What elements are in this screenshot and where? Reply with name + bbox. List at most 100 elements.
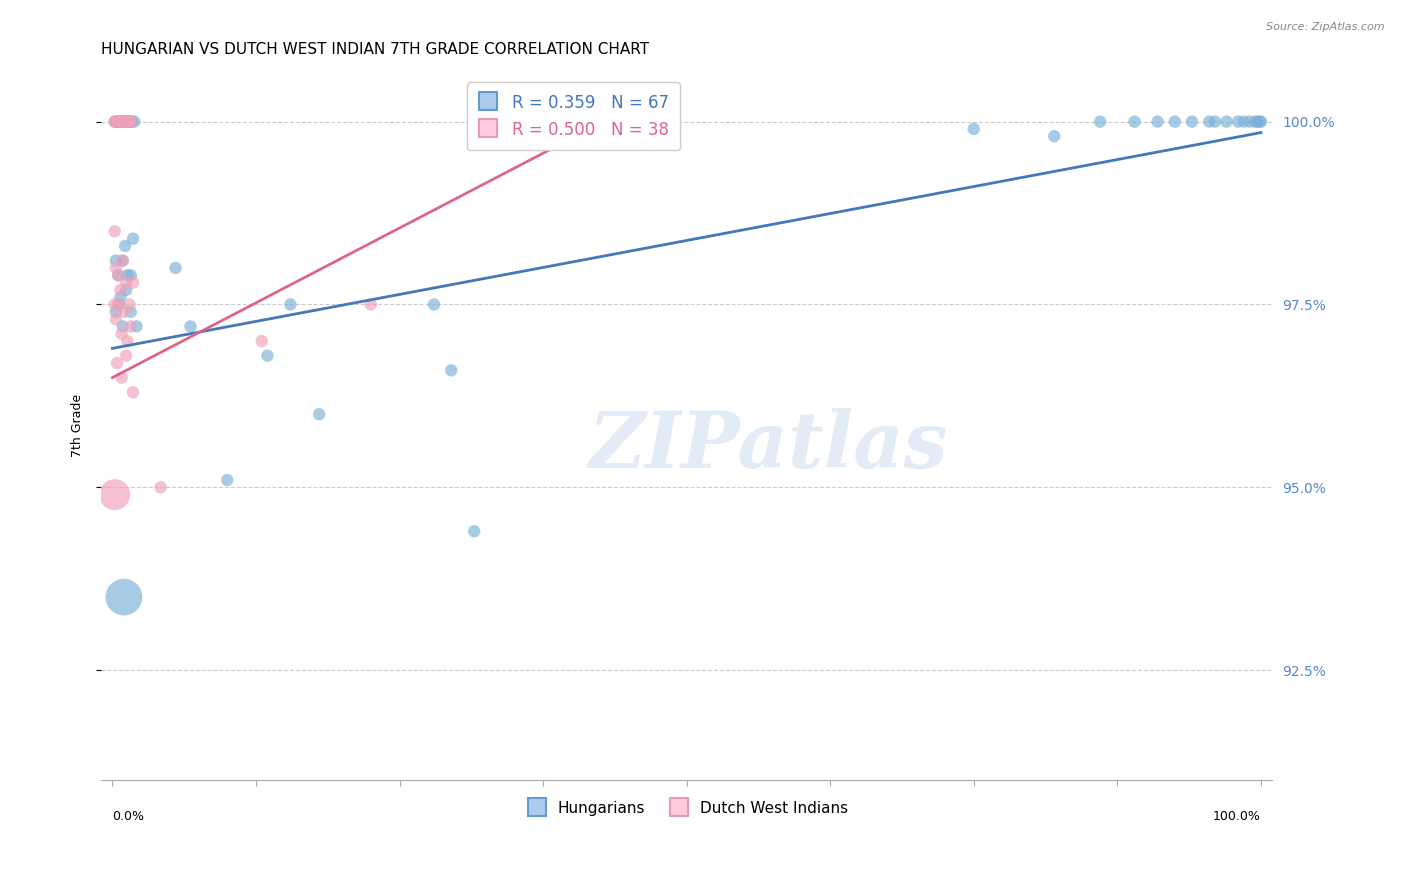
- Point: [1250, 114, 1272, 128]
- Point: [104, 114, 127, 128]
- Point: [110, 370, 132, 384]
- Point: [1181, 114, 1204, 128]
- Point: [105, 356, 128, 370]
- Point: [250, 334, 273, 348]
- Point: [108, 114, 131, 128]
- Point: [111, 114, 134, 128]
- Point: [963, 122, 986, 136]
- Point: [104, 260, 127, 275]
- Point: [1198, 114, 1220, 128]
- Point: [122, 276, 145, 290]
- Point: [115, 283, 138, 297]
- Point: [104, 488, 127, 502]
- Point: [111, 253, 134, 268]
- Point: [117, 114, 139, 128]
- Point: [115, 114, 138, 128]
- Point: [104, 297, 127, 311]
- Point: [117, 114, 139, 128]
- Point: [104, 114, 127, 128]
- Point: [110, 326, 132, 341]
- Point: [149, 480, 172, 494]
- Point: [360, 297, 382, 311]
- Point: [1146, 114, 1168, 128]
- Point: [120, 319, 142, 334]
- Point: [1215, 114, 1237, 128]
- Point: [117, 334, 139, 348]
- Point: [463, 524, 485, 539]
- Point: [105, 114, 128, 128]
- Point: [120, 114, 142, 128]
- Point: [115, 349, 138, 363]
- Point: [440, 363, 463, 377]
- Point: [107, 268, 129, 283]
- Point: [280, 297, 302, 311]
- Point: [121, 114, 143, 128]
- Point: [308, 407, 330, 421]
- Point: [120, 305, 142, 319]
- Point: [104, 114, 127, 128]
- Point: [104, 305, 127, 319]
- Point: [118, 114, 141, 128]
- Point: [104, 312, 127, 326]
- Point: [1239, 114, 1261, 128]
- Point: [165, 260, 187, 275]
- Point: [112, 590, 135, 604]
- Point: [179, 319, 201, 334]
- Point: [256, 349, 278, 363]
- Point: [112, 114, 135, 128]
- Point: [117, 114, 139, 128]
- Point: [118, 297, 141, 311]
- Point: [217, 473, 239, 487]
- Point: [114, 114, 136, 128]
- Point: [104, 114, 127, 128]
- Point: [107, 268, 129, 283]
- Point: [110, 114, 132, 128]
- Point: [117, 268, 139, 283]
- Point: [110, 290, 132, 304]
- Point: [118, 114, 141, 128]
- Point: [115, 114, 138, 128]
- Legend: Hungarians, Dutch West Indians: Hungarians, Dutch West Indians: [519, 795, 853, 822]
- Point: [1249, 114, 1271, 128]
- Point: [111, 114, 134, 128]
- Point: [1246, 114, 1268, 128]
- Point: [108, 297, 131, 311]
- Point: [112, 305, 135, 319]
- Point: [110, 114, 132, 128]
- Point: [105, 114, 128, 128]
- Point: [1123, 114, 1146, 128]
- Y-axis label: 7th Grade: 7th Grade: [72, 393, 84, 457]
- Point: [122, 114, 145, 128]
- Point: [114, 239, 136, 253]
- Point: [120, 114, 142, 128]
- Point: [107, 114, 129, 128]
- Point: [1088, 114, 1111, 128]
- Point: [120, 268, 142, 283]
- Point: [110, 114, 132, 128]
- Point: [112, 114, 135, 128]
- Point: [107, 297, 129, 311]
- Point: [115, 276, 138, 290]
- Point: [122, 232, 145, 246]
- Point: [117, 114, 139, 128]
- Point: [1204, 114, 1226, 128]
- Point: [1226, 114, 1249, 128]
- Point: [110, 114, 132, 128]
- Point: [122, 385, 145, 400]
- Text: 0.0%: 0.0%: [112, 811, 145, 823]
- Point: [114, 114, 136, 128]
- Text: Source: ZipAtlas.com: Source: ZipAtlas.com: [1267, 22, 1385, 32]
- Point: [1043, 129, 1066, 144]
- Point: [110, 114, 132, 128]
- Point: [1233, 114, 1256, 128]
- Point: [108, 114, 131, 128]
- Point: [104, 224, 127, 238]
- Point: [107, 114, 129, 128]
- Point: [110, 283, 132, 297]
- Point: [111, 253, 134, 268]
- Point: [111, 319, 134, 334]
- Text: 100.0%: 100.0%: [1213, 811, 1261, 823]
- Point: [107, 114, 129, 128]
- Point: [1244, 114, 1267, 128]
- Point: [125, 319, 148, 334]
